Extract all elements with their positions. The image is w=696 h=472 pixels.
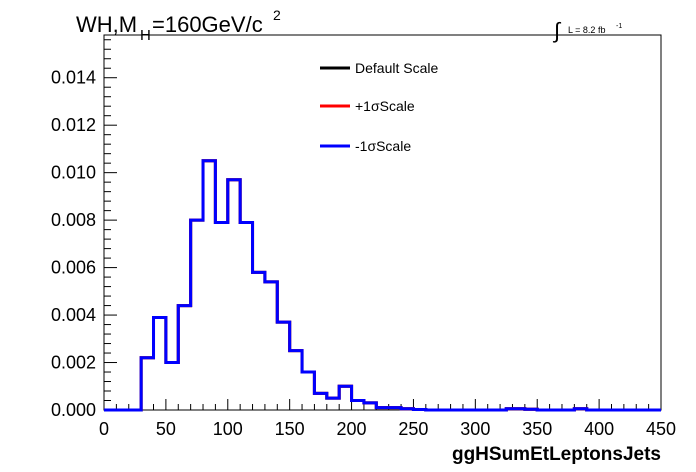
y-tick-label: 0.002 <box>51 353 96 373</box>
legend-entry-default-scale: Default Scale <box>320 60 438 76</box>
luminosity-superscript: -1 <box>616 23 622 30</box>
x-tick-label: 100 <box>213 419 243 439</box>
x-axis-title: ggHSumEtLeptonsJets <box>452 444 661 465</box>
title-superscript: 2 <box>273 7 281 23</box>
luminosity-text: L = 8.2 fb <box>568 25 605 35</box>
x-tick-label: 450 <box>646 419 676 439</box>
x-axis: 0 50 100 150 200 250 300 350 400 450 <box>99 399 676 439</box>
title-rest: =160GeV/c <box>152 12 263 37</box>
y-tick-label: 0.008 <box>51 210 96 230</box>
x-tick-label: 350 <box>522 419 552 439</box>
y-tick-label: 0.006 <box>51 258 96 278</box>
integral-symbol: ∫ <box>552 18 562 43</box>
series-line-2 <box>104 159 661 412</box>
series-layer <box>104 159 661 412</box>
y-tick-label: 0.004 <box>51 305 96 325</box>
legend-entry-plus-one-sigma: +1σScale <box>320 98 415 114</box>
x-tick-label: 0 <box>99 419 109 439</box>
legend-entry-minus-one-sigma: -1σScale <box>320 138 411 154</box>
legend: Default Scale +1σScale -1σScale <box>320 60 438 154</box>
legend-label-default-scale: Default Scale <box>355 60 438 76</box>
y-tick-label: 0.014 <box>51 68 96 88</box>
x-tick-label: 200 <box>337 419 367 439</box>
y-tick-label: 0.012 <box>51 115 96 135</box>
y-tick-label: 0.000 <box>51 400 96 420</box>
y-tick-label: 0.010 <box>51 163 96 183</box>
title-main: WH,M <box>76 12 137 37</box>
luminosity-label: ∫ L = 8.2 fb -1 <box>552 18 622 43</box>
x-tick-label: 300 <box>460 419 490 439</box>
x-tick-label: 250 <box>398 419 428 439</box>
x-tick-label: 400 <box>584 419 614 439</box>
legend-label-plus-one-sigma: +1σScale <box>355 98 415 114</box>
x-tick-label: 150 <box>275 419 305 439</box>
legend-label-minus-one-sigma: -1σScale <box>355 138 411 154</box>
plot-frame <box>103 34 662 411</box>
x-tick-label: 50 <box>156 419 176 439</box>
